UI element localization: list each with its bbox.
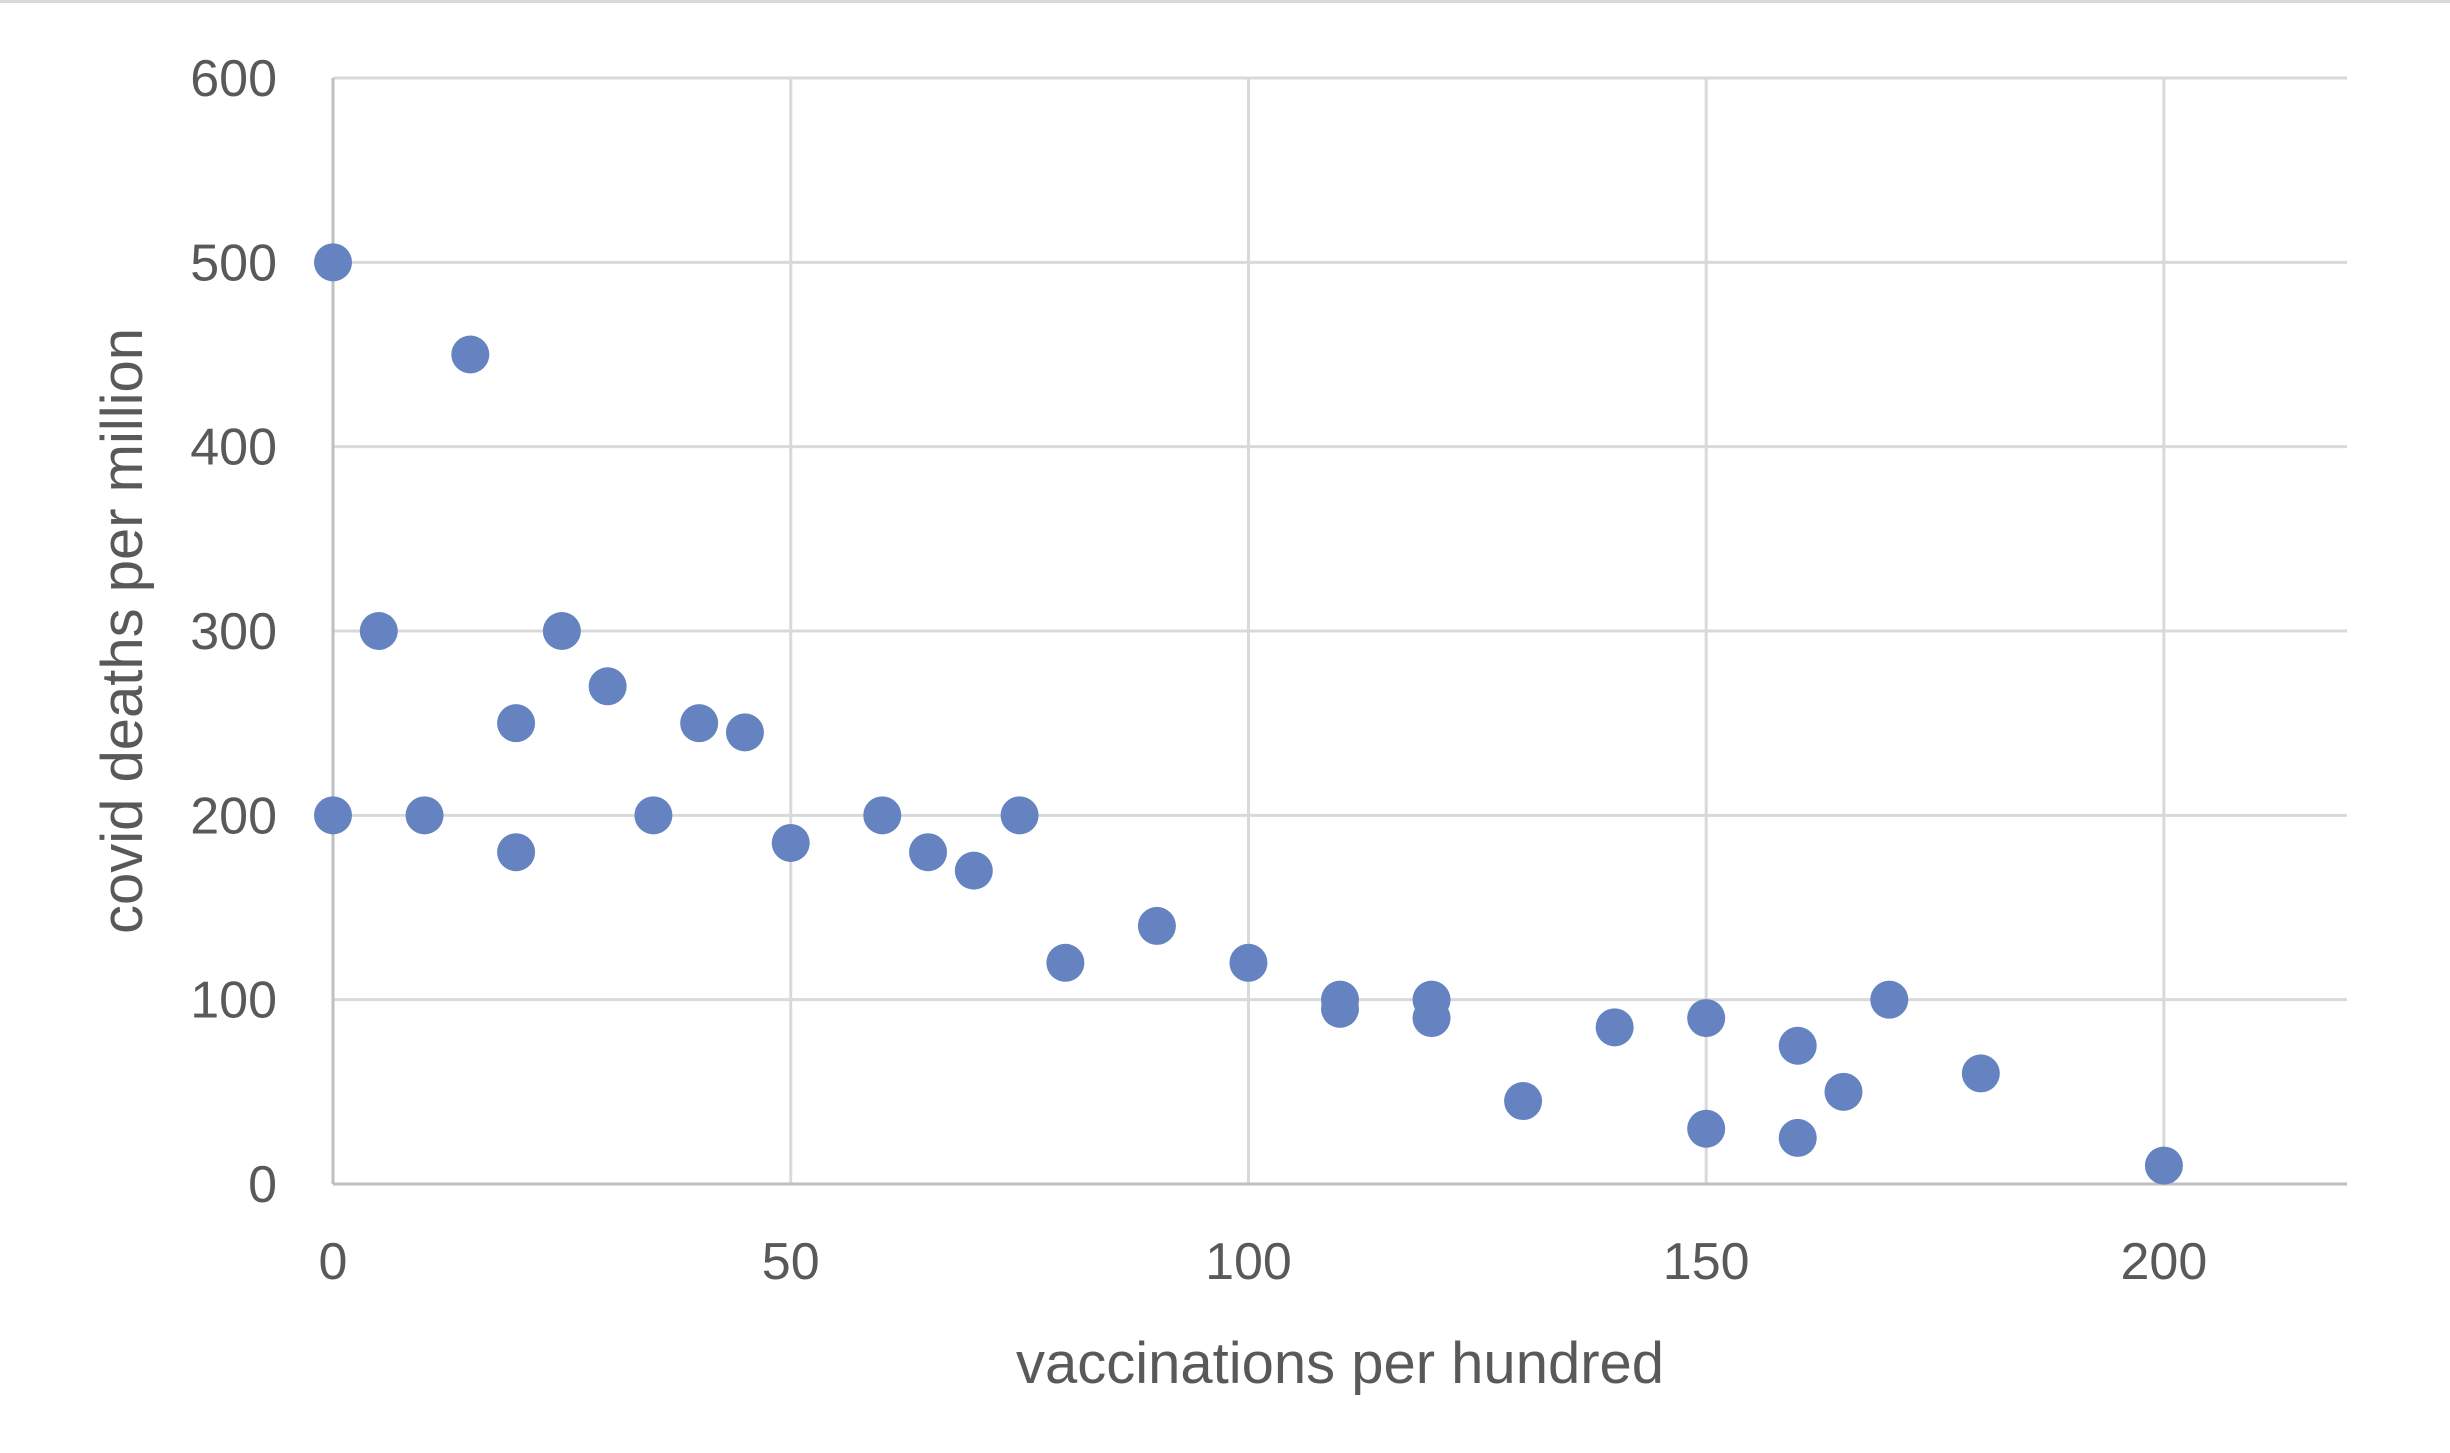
- data-point: [1595, 1008, 1634, 1047]
- chart-svg: 0 100 200 300 400 500 600 0 50 100 150 200 vaccinat…: [90, 50, 2347, 1396]
- y-tick-label: 0: [248, 1156, 277, 1214]
- y-axis-title: covid deaths per million: [90, 328, 155, 934]
- y-tick-label: 600: [190, 50, 277, 108]
- data-point: [680, 704, 719, 743]
- data-point: [497, 704, 536, 743]
- data-point: [1687, 999, 1726, 1038]
- data-point: [1000, 796, 1039, 835]
- data-point: [1824, 1072, 1863, 1111]
- data-point: [542, 612, 581, 650]
- data-point: [359, 612, 398, 650]
- data-point: [1687, 1109, 1726, 1148]
- x-tick-label: 200: [2121, 1233, 2208, 1291]
- y-tick-label: 500: [190, 234, 277, 292]
- data-point: [771, 823, 810, 862]
- data-point: [1137, 906, 1176, 945]
- data-point: [634, 796, 673, 835]
- data-point: [909, 833, 948, 872]
- data-point: [954, 851, 993, 890]
- data-point: [1870, 980, 1909, 1019]
- data-point: [1046, 943, 1085, 982]
- data-point: [1504, 1082, 1543, 1121]
- x-tick-label: 50: [762, 1233, 820, 1291]
- data-point: [1778, 1026, 1817, 1065]
- data-point: [1412, 999, 1451, 1038]
- data-point: [2144, 1146, 2183, 1185]
- y-tick-label: 400: [190, 419, 277, 477]
- tick-labels: 0 100 200 300 400 500 600 0 50 100 150 200: [190, 50, 2207, 1291]
- data-point: [1229, 943, 1268, 982]
- x-tick-label: 100: [1205, 1233, 1292, 1291]
- data-point: [1778, 1118, 1817, 1157]
- data-point: [451, 335, 490, 374]
- x-axis-title: vaccinations per hundred: [1016, 1331, 1664, 1396]
- data-point: [314, 796, 352, 835]
- data-point: [1961, 1054, 2000, 1093]
- data-point: [314, 243, 352, 282]
- y-tick-label: 200: [190, 787, 277, 845]
- data-point: [725, 713, 764, 752]
- x-tick-label: 0: [319, 1233, 348, 1291]
- x-tick-label: 150: [1663, 1233, 1750, 1291]
- data-points: [314, 243, 2183, 1185]
- data-point: [863, 796, 902, 835]
- y-tick-label: 100: [190, 972, 277, 1030]
- data-point: [1321, 989, 1359, 1028]
- data-point: [588, 667, 627, 706]
- y-tick-label: 300: [190, 603, 277, 661]
- data-point: [497, 833, 536, 872]
- data-point: [405, 796, 444, 835]
